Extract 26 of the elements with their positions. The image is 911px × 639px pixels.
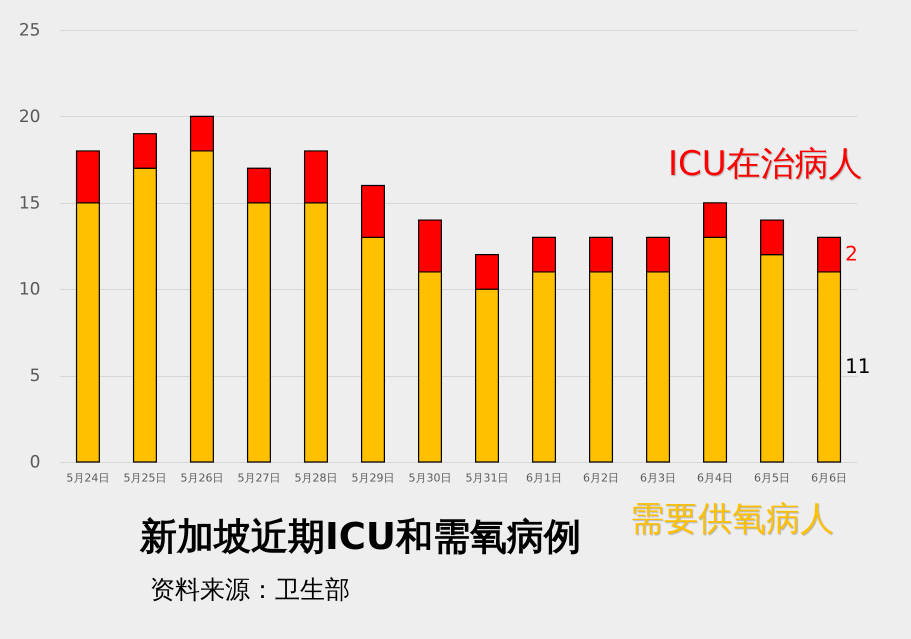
x-tick-label: 5月28日 — [294, 472, 338, 484]
y-tick-label: 0 — [30, 452, 40, 472]
x-tick-label: 5月29日 — [351, 472, 394, 484]
series-label: ICU在治病人 — [668, 144, 863, 184]
data-label: 2 — [845, 242, 858, 266]
series-label: 需要供氧病人 — [630, 499, 834, 539]
data-label: 11 — [845, 354, 871, 378]
y-tick-label: 5 — [30, 366, 40, 386]
y-tick-label: 10 — [18, 280, 40, 300]
x-tick-label: 6月5日 — [754, 472, 790, 484]
x-tick-label: 5月31日 — [466, 472, 509, 484]
text: 新加坡近期ICU和需氧病例 — [140, 515, 581, 558]
x-tick-label: 6月1日 — [526, 472, 562, 484]
x-tick-label: 6月3日 — [640, 472, 676, 484]
y-tick-label: 20 — [18, 106, 40, 127]
x-tick-label: 5月30日 — [408, 472, 452, 484]
x-tick-label: 6月2日 — [583, 472, 620, 484]
x-tick-label: 5月26日 — [180, 472, 224, 484]
x-tick-label: 5月24日 — [66, 472, 110, 484]
y-tick-label: 15 — [18, 193, 40, 214]
x-tick-label: 6月4日 — [697, 472, 734, 484]
x-tick-label: 5月27日 — [237, 472, 280, 484]
text: 资料来源：卫生部 — [150, 575, 350, 604]
y-tick-label: 25 — [18, 20, 40, 40]
x-tick-label: 5月25日 — [123, 472, 166, 484]
x-tick-label: 6月6日 — [811, 472, 848, 484]
